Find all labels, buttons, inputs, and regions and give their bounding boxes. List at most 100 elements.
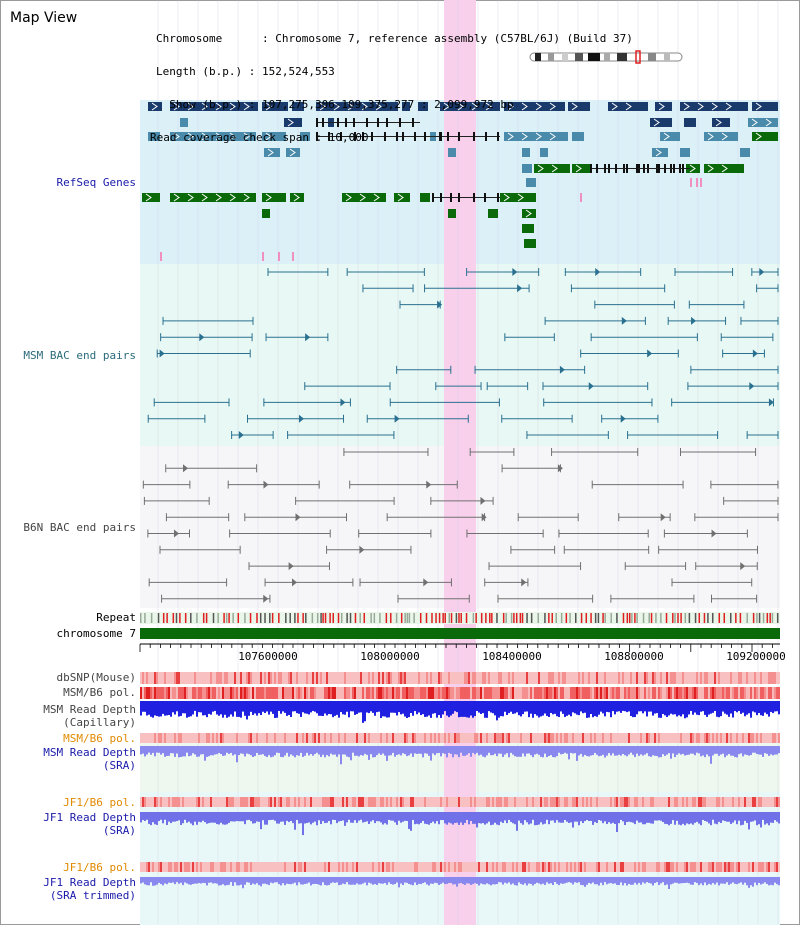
dbsnp-strip [154,672,156,684]
jf1-pol-trimmed-strip [208,862,210,872]
jf1-pol-trimmed-strip [740,862,742,872]
msm-pol-strip [318,687,320,699]
jf1-depth-sra-bar [620,812,622,820]
jf1-depth-trimmed-bar [668,877,670,890]
jf1-pol-trimmed-strip [466,862,468,872]
msm-pol-strip [532,687,534,699]
msm-pol-strip [310,687,312,699]
jf1-depth-trimmed-bar [252,877,254,884]
dbsnp-strip [514,672,516,684]
jf1-depth-sra-bar [260,812,262,830]
msm-depth-capillary-bar [586,701,588,718]
msm-pol-strip [718,687,720,699]
msm-pol-sra-strip [546,733,548,743]
jf1-pol-strip [364,797,366,807]
msm-pol-sra-strip [578,733,580,743]
jf1-depth-trimmed-bar [616,877,618,885]
strand-arrow [215,193,222,202]
jf1-depth-trimmed-bar [256,877,258,884]
dbsnp-strip [280,672,282,684]
repeat-element [425,613,428,623]
jf1-pol-trimmed-strip [542,862,544,872]
msm-pol-sra-strip [722,733,724,743]
jf1-pol-strip [584,797,586,807]
jf1-depth-trimmed-bar [568,877,570,883]
dbsnp-strip [248,672,250,684]
msm-depth-sra-bar [746,746,748,755]
jf1-depth-trimmed-bar [754,877,756,883]
jf1-pol-trimmed-strip [458,862,460,872]
msm-pol-sra-strip [556,733,558,743]
msm-pol-strip [238,687,240,699]
jf1-pol-strip [628,797,630,807]
jf1-pol-strip [190,797,192,807]
dbsnp-strip [178,672,180,684]
jf1-pol-trimmed-strip [414,862,416,872]
jf1-depth-trimmed-bar [496,877,498,885]
dbsnp-strip [352,672,354,684]
jf1-depth-trimmed-bar [480,877,482,884]
jf1-depth-sra-bar [198,812,200,822]
dbsnp-strip [242,672,244,684]
dbsnp-strip [232,672,234,684]
msm-pol-strip [274,687,276,699]
dbsnp-strip [208,672,210,684]
jf1-depth-trimmed-bar [178,877,180,884]
jf1-depth-sra-bar [552,812,554,821]
dbsnp-strip [662,672,664,684]
msm-pol-sra-strip [602,733,604,743]
msm-pol-strip [558,687,560,699]
repeat-element [373,613,376,623]
track-label-msm-bac[interactable]: MSM BAC end pairs [23,349,136,362]
msm-pol-strip [180,687,182,699]
repeat-element [756,613,758,623]
jf1-pol-trimmed-strip [368,862,370,872]
jf1-pol-strip [300,797,302,807]
jf1-depth-trimmed-bar [528,877,530,884]
msm-pol-sra-strip [716,733,718,743]
msm-pol-sra-strip [442,733,444,743]
jf1-pol-trimmed-strip [534,862,536,872]
track-label-b6n-bac[interactable]: B6N BAC end pairs [23,521,136,534]
jf1-pol-trimmed-strip [434,862,436,872]
repeat-element [237,613,240,623]
msm-pol-strip [724,687,726,699]
jf1-depth-trimmed-bar [518,877,520,883]
jf1-pol-strip [388,797,390,807]
jf1-depth-sra-bar [418,812,420,825]
jf1-depth-sra-bar [432,812,434,822]
msm-depth-capillary-bar [630,701,632,717]
repeat-element [438,613,441,623]
msm-pol-sra-strip [604,733,606,743]
jf1-depth-trimmed-bar [682,877,684,884]
gene-feature [752,102,778,111]
jf1-pol-trimmed-strip [182,862,184,872]
msm-pol-sra-strip [558,733,560,743]
jf1-depth-trimmed-bar [358,877,360,885]
msm-depth-capillary-bar [564,701,566,717]
msm-depth-sra-bar [576,746,578,761]
jf1-depth-trimmed-bar [198,877,200,884]
msm-depth-capillary-bar [398,701,400,713]
msm-depth-sra-bar [318,746,320,755]
jf1-depth-trimmed-bar [140,877,142,884]
dbsnp-strip [540,672,542,684]
b6n-bac-pair-arrow [481,513,487,522]
jf1-pol-strip [258,797,260,807]
dbsnp-strip [760,672,762,684]
b6n-bac-pair-arrow [359,545,365,554]
gene-feature [292,102,304,111]
msm-depth-sra-bar [570,746,572,753]
jf1-pol-trimmed-strip [580,862,582,872]
msm-depth-sra-bar [628,746,630,755]
gene-feature [524,239,536,248]
jf1-pol-strip [224,797,226,807]
msm-depth-capillary-bar [596,701,598,717]
track-label-refseq[interactable]: RefSeq Genes [56,176,136,189]
repeat-element [217,613,219,623]
jf1-depth-trimmed-bar [608,877,610,884]
repeat-element [329,613,331,623]
exon-tick [396,132,398,141]
msm-depth-capillary-bar [764,701,766,713]
